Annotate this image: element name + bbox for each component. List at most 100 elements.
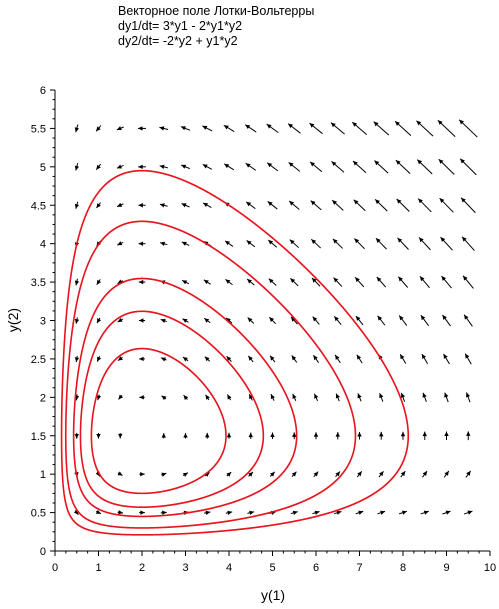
y-tick-label: 6 [40, 85, 46, 97]
x-axis-ticks: 0 1 2 3 4 5 6 7 8 9 10 [52, 551, 496, 574]
vector-arrow [464, 353, 472, 365]
y-tick-label: 0 [40, 546, 46, 558]
vector-arrow [313, 432, 319, 440]
y-tick-label: 0.5 [31, 508, 46, 520]
x-tick-label: 1 [95, 562, 101, 574]
vector-arrow [137, 126, 147, 131]
vector-arrow [226, 471, 232, 477]
x-tick-label: 10 [484, 562, 496, 574]
vector-arrow [400, 392, 406, 402]
vector-arrow [443, 353, 450, 365]
vector-arrow [331, 199, 344, 211]
vector-arrow [116, 202, 124, 208]
vector-arrow [224, 240, 234, 247]
vector-arrow [74, 355, 80, 363]
vector-arrow [138, 203, 146, 208]
vector-arrow [96, 432, 101, 439]
vector-arrow [223, 124, 235, 132]
chart-title: Векторное поле Лотки-Вольтерры [118, 4, 315, 18]
vector-arrow [420, 510, 429, 515]
vector-arrow [226, 355, 232, 362]
vector-arrow [352, 160, 367, 174]
vector-arrow [139, 471, 145, 477]
vector-arrow [313, 471, 319, 478]
y-tick-label: 5.5 [31, 123, 46, 135]
vector-arrow [117, 356, 123, 362]
vector-arrow [291, 355, 298, 363]
vector-arrow [96, 279, 102, 286]
vector-arrow [292, 393, 297, 401]
y-tick-label: 3.5 [31, 277, 46, 289]
vector-arrow [377, 510, 386, 515]
vector-arrow [379, 431, 384, 440]
y-tick-label: 1 [40, 469, 46, 481]
vector-arrow [225, 278, 233, 286]
vector-arrow [400, 470, 406, 478]
vector-arrow [444, 392, 449, 403]
vector-arrow [247, 355, 254, 363]
vector-arrow [159, 164, 168, 170]
vector-arrow [330, 122, 345, 135]
vector-arrow [354, 238, 365, 250]
trajectory-line [72, 277, 298, 518]
vector-arrow [269, 471, 276, 477]
x-tick-label: 4 [226, 562, 232, 574]
vector-arrow [377, 315, 386, 326]
vector-arrow [312, 316, 320, 325]
equation-dy2: dy2/dt= -2*y2 + y1*y2 [118, 34, 238, 48]
vector-arrow [374, 160, 389, 174]
vector-arrow [118, 433, 123, 439]
vector-arrow [204, 510, 211, 515]
vector-arrow [74, 163, 80, 171]
vector-arrow [181, 203, 190, 208]
vector-arrow [225, 317, 233, 324]
vector-arrow [267, 201, 278, 210]
vector-arrow [465, 470, 472, 478]
vector-arrow [269, 355, 276, 363]
vector-arrow [246, 278, 255, 286]
vector-arrow [309, 122, 323, 135]
vector-arrow [292, 432, 297, 440]
vector-arrow [460, 197, 476, 214]
vector-arrow [420, 314, 430, 327]
vector-arrow [74, 124, 80, 133]
vector-arrow [205, 394, 210, 401]
vector-arrow [335, 471, 341, 478]
vector-arrow [416, 159, 433, 175]
vector-arrow [333, 510, 342, 515]
vector-arrow [74, 432, 79, 439]
vector-arrow [443, 470, 450, 478]
vector-arrow [357, 431, 362, 440]
vector-arrow [96, 202, 101, 209]
vector-arrow [312, 510, 320, 515]
vector-arrow [441, 275, 452, 289]
vector-arrow [117, 510, 124, 515]
vector-arrow [74, 201, 80, 209]
vector-arrow [437, 119, 456, 137]
vector-arrow [116, 164, 124, 169]
vector-arrow [397, 276, 409, 288]
equation-dy1: dy1/dt= 3*y1 - 2*y1*y2 [118, 19, 243, 33]
vector-arrow [398, 510, 408, 515]
vector-arrow [357, 393, 362, 402]
trajectory-line [79, 310, 265, 508]
vector-arrow [95, 163, 102, 170]
y-tick-label: 5 [40, 162, 46, 174]
vector-arrow [395, 159, 411, 174]
vector-arrow [247, 317, 255, 324]
vector-arrow [267, 239, 278, 248]
vector-arrow [291, 471, 297, 477]
vector-arrow [444, 431, 449, 441]
vector-arrow [400, 431, 406, 440]
vector-arrow [422, 470, 428, 478]
vector-arrow [354, 276, 365, 288]
vector-arrow [161, 395, 167, 401]
vector-arrow [182, 318, 189, 323]
trajectories [60, 169, 410, 536]
vector-arrow [248, 432, 253, 439]
vector-arrow [270, 393, 275, 401]
vector-arrow [442, 510, 451, 515]
vector-arrow [205, 432, 210, 439]
vector-arrow [159, 203, 168, 208]
vector-arrow [421, 353, 429, 365]
